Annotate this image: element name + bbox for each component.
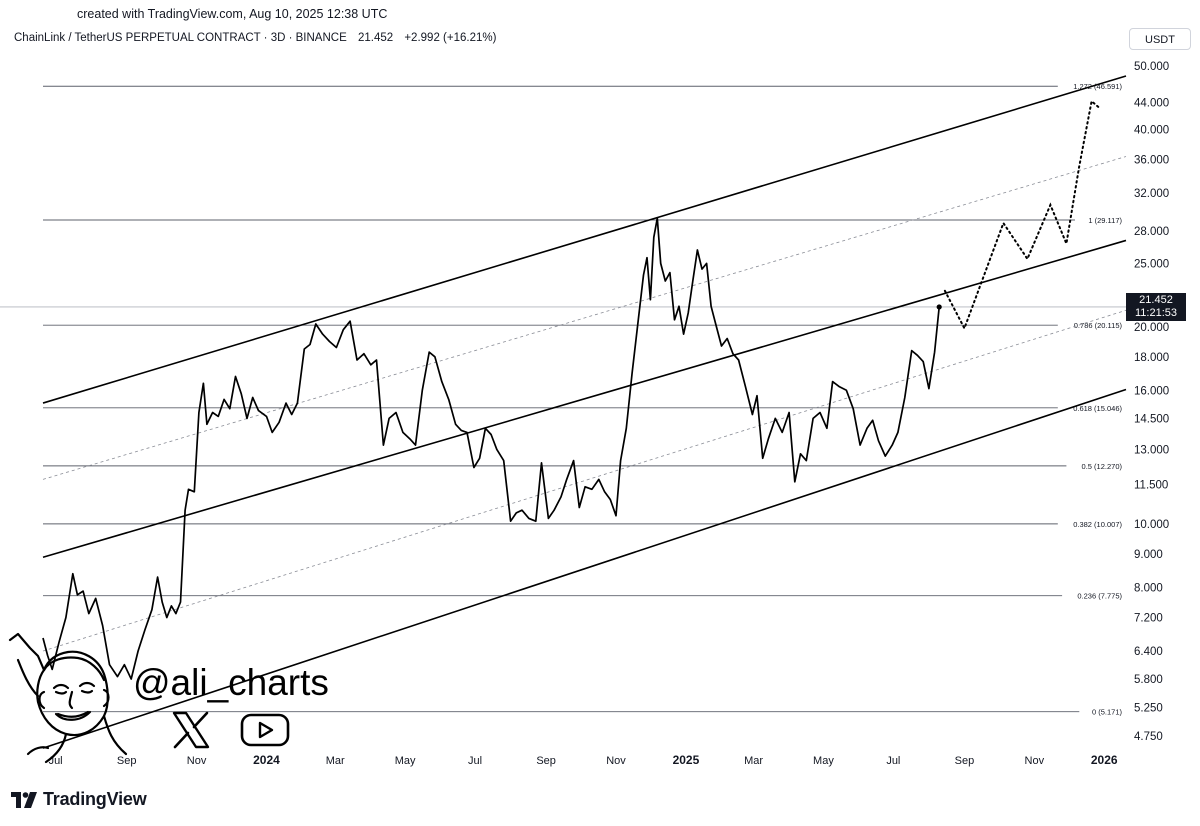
fib-levels: 1.272 (46.591) 1 (29.117) 0.786 (20.115) 0.… xyxy=(0,81,1126,717)
y-tick-label: 18.000 xyxy=(1134,352,1169,364)
y-tick-label: 50.000 xyxy=(1134,61,1169,73)
channel-upper-line xyxy=(42,75,1127,404)
tradingview-logo-text: TradingView xyxy=(43,789,147,809)
created-caption: created with TradingView.com, Aug 10, 20… xyxy=(77,7,388,21)
y-tick-label: 8.000 xyxy=(1134,583,1163,595)
channel-lines xyxy=(42,75,1127,749)
y-tick-label: 9.000 xyxy=(1134,549,1163,561)
x-tick-label: Nov xyxy=(606,755,626,767)
channel-lower-line xyxy=(42,388,1127,749)
fib-level-label: 0.236 (7.775) xyxy=(1077,592,1122,601)
currency-button[interactable]: USDT xyxy=(1129,28,1191,50)
fib-level-label: 0.5 (12.270) xyxy=(1082,462,1123,471)
price-change: +2.992 (+16.21%) xyxy=(404,32,497,44)
youtube-icon xyxy=(240,713,290,747)
x-axis: Jul Sep Nov 2024 Mar May Jul Sep Nov 2025 Mar May Ju… xyxy=(49,753,1118,767)
channel-lower-midline xyxy=(42,309,1127,652)
y-tick-label: 4.750 xyxy=(1134,731,1163,743)
tradingview-logo-icon xyxy=(11,791,37,808)
y-tick-label: 28.000 xyxy=(1134,226,1169,238)
x-tick-label: Jul xyxy=(468,755,482,767)
x-tick-label: Sep xyxy=(955,755,975,767)
bar-countdown: 11:21:53 xyxy=(1134,307,1177,319)
channel-upper-midline xyxy=(42,156,1127,480)
x-tick-label: 2026 xyxy=(1091,753,1118,767)
y-tick-label: 13.000 xyxy=(1134,444,1169,456)
avatar-icon xyxy=(8,632,128,764)
fib-level-label: 0 (5.171) xyxy=(1092,708,1123,717)
y-axis: 50.000 44.000 40.000 36.000 32.000 28.000 25.0… xyxy=(1134,61,1169,743)
x-tick-label: Nov xyxy=(1025,755,1045,767)
projection-path xyxy=(943,99,1102,331)
fib-level-label: 1.272 (46.591) xyxy=(1073,82,1122,91)
y-tick-label: 36.000 xyxy=(1134,155,1169,167)
fib-level-label: 0.618 (15.046) xyxy=(1073,404,1122,413)
y-tick-label: 32.000 xyxy=(1134,188,1169,200)
x-tick-label: 2024 xyxy=(253,753,280,767)
x-tick-label: Sep xyxy=(117,755,137,767)
y-tick-label: 7.200 xyxy=(1134,613,1163,625)
x-tick-label: Mar xyxy=(744,755,763,767)
current-price-label: 21.452 11:21:53 xyxy=(1126,293,1186,321)
y-tick-label: 14.500 xyxy=(1134,413,1169,425)
watermark-handle: @ali_charts xyxy=(133,662,329,703)
tradingview-brand[interactable]: TradingView xyxy=(11,789,147,810)
fib-level-label: 0.382 (10.007) xyxy=(1073,520,1122,529)
y-tick-label: 20.000 xyxy=(1134,322,1169,334)
y-tick-label: 40.000 xyxy=(1134,125,1169,137)
y-tick-label: 16.000 xyxy=(1134,385,1169,397)
x-tick-label: Mar xyxy=(326,755,345,767)
x-logo-icon xyxy=(172,711,210,749)
y-tick-label: 44.000 xyxy=(1134,98,1169,110)
x-tick-label: Nov xyxy=(187,755,207,767)
y-tick-label: 5.800 xyxy=(1134,674,1163,686)
x-tick-label: May xyxy=(813,755,834,767)
price-line xyxy=(42,217,941,680)
y-tick-label: 10.000 xyxy=(1134,519,1169,531)
fib-level-label: 1 (29.117) xyxy=(1088,216,1122,225)
x-tick-label: May xyxy=(395,755,416,767)
x-tick-label: 2025 xyxy=(673,753,700,767)
symbol-header: ChainLink / TetherUS PERPETUAL CONTRACT … xyxy=(14,32,498,44)
y-tick-label: 11.500 xyxy=(1134,479,1168,491)
last-price: 21.452 xyxy=(357,32,394,44)
fib-level-label: 0.786 (20.115) xyxy=(1074,321,1123,330)
x-tick-label: Jul xyxy=(886,755,900,767)
symbol-name: ChainLink / TetherUS PERPETUAL CONTRACT … xyxy=(14,32,347,44)
current-price-value: 21.452 xyxy=(1139,294,1173,306)
x-tick-label: Sep xyxy=(536,755,556,767)
price-series xyxy=(42,99,1102,680)
y-tick-label: 5.250 xyxy=(1134,702,1163,714)
y-tick-label: 6.400 xyxy=(1134,646,1163,658)
channel-middle-line xyxy=(42,239,1127,558)
y-tick-label: 25.000 xyxy=(1134,258,1169,270)
last-price-dot xyxy=(936,304,942,310)
